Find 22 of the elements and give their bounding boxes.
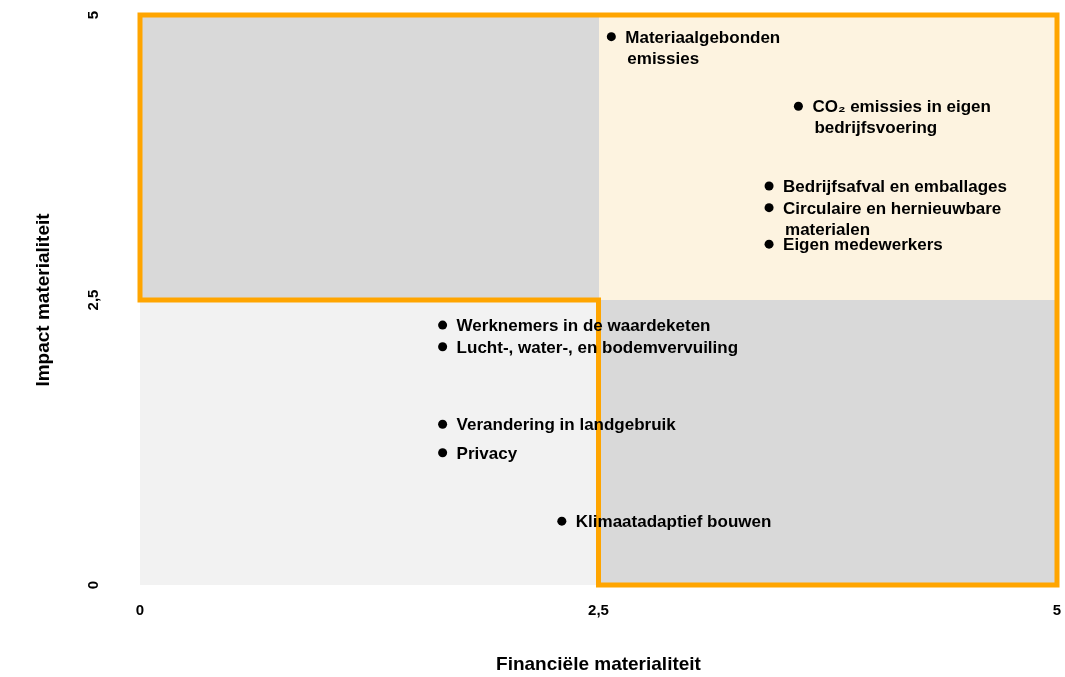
y-tick-label: 2,5 — [83, 289, 101, 311]
point — [438, 448, 448, 458]
y-tick-label: 5 — [83, 10, 101, 20]
point — [557, 516, 567, 526]
x-tick-label: 0 — [135, 601, 145, 618]
annotation: Materiaalgebonden emissies — [625, 27, 781, 68]
x-tick-label: 2,5 — [588, 601, 609, 618]
annotation: CO₂ emissies in eigen bedrijfsvoering — [812, 96, 991, 137]
point — [438, 320, 448, 330]
point — [793, 101, 803, 111]
point — [764, 203, 774, 213]
point — [764, 239, 774, 249]
point — [606, 32, 616, 42]
x-tick-label: 5 — [1052, 601, 1062, 618]
point — [438, 419, 448, 429]
annotation: Bedrijfsafval en emballages — [783, 176, 1007, 196]
annotation: Privacy — [456, 443, 518, 463]
x-axis-title: Financiële materialiteit — [496, 653, 702, 674]
y-axis-title: Impact materialiteit — [31, 212, 53, 387]
y-tick-label: 0 — [83, 580, 101, 590]
point — [438, 342, 448, 352]
point — [764, 181, 774, 191]
